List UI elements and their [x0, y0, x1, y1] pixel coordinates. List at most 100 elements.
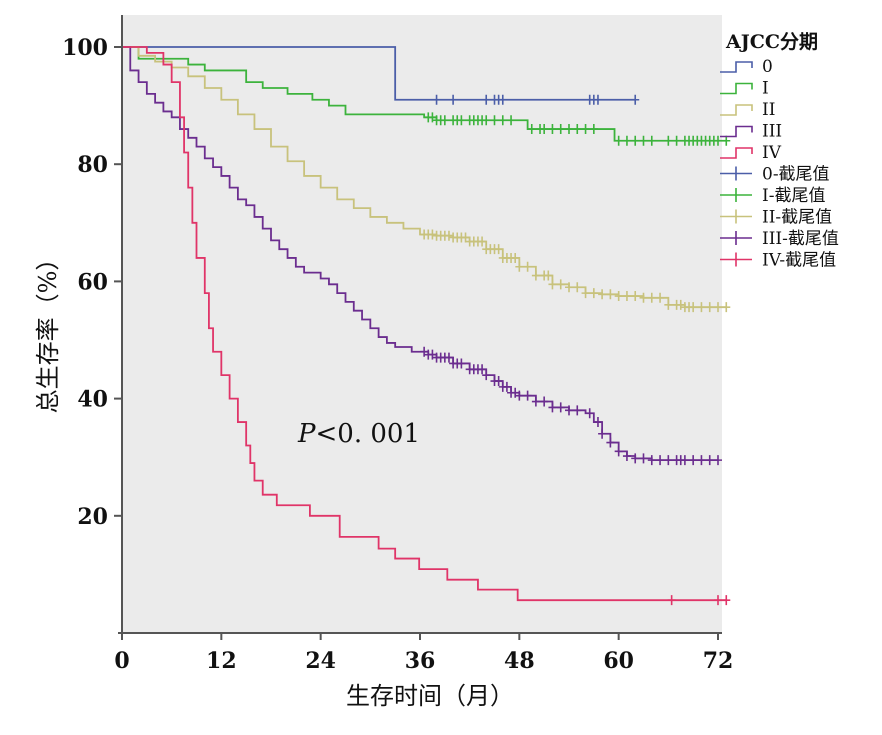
censor-mark-stage-ii — [461, 232, 470, 243]
censor-mark-stage-iii — [622, 451, 631, 462]
censor-mark-stage-ii — [664, 299, 673, 310]
censor-mark-stage-ii — [515, 261, 524, 272]
censor-mark-stage-i — [573, 124, 582, 135]
censor-mark-stage-iii — [598, 428, 607, 439]
legend-item-censor-stage-i: I-截尾值 — [762, 186, 825, 206]
censor-mark-stage-ii — [511, 252, 520, 263]
legend-title: AJCC分期 — [725, 31, 818, 53]
censor-mark-stage-ii — [531, 270, 540, 281]
censor-mark-stage-i — [664, 135, 673, 146]
p-symbol: P — [297, 419, 316, 449]
x-tick-label: 36 — [405, 648, 436, 674]
censor-mark-stage-ii — [722, 302, 731, 313]
legend-item-censor-stage-0: 0-截尾值 — [762, 165, 830, 185]
curve-stage-iv — [122, 46, 727, 602]
y-tick-label: 40 — [77, 387, 108, 413]
censor-mark-stage-iii — [614, 446, 623, 457]
censor-mark-stage-ii — [573, 282, 582, 293]
y-ticks: 20 40 60 80 100 — [62, 35, 122, 530]
censor-mark-stage-iii — [573, 405, 582, 416]
x-axis-label: 生存时间（月） — [346, 682, 514, 710]
legend-item-stage-iii: III — [762, 122, 782, 142]
y-axis-label: 总生存率（%） — [34, 247, 62, 414]
legend-item-stage-0: 0 — [762, 57, 773, 77]
x-ticks: 0 12 24 36 48 60 72 — [114, 633, 733, 674]
legend-censor-icon — [720, 209, 752, 224]
censor-mark-stage-i — [457, 115, 466, 126]
x-tick-label: 12 — [206, 648, 237, 674]
censor-mark-stage-ii — [565, 282, 573, 293]
censor-mark-stage-iii — [697, 455, 706, 466]
legend-item-stage-ii: II — [762, 100, 775, 120]
legend-line-icon — [720, 104, 753, 116]
censor-mark-stage-i — [482, 115, 491, 126]
censor-mark-stage-iii — [656, 455, 665, 466]
censor-mark-stage-0 — [631, 94, 640, 105]
censor-mark-stage-ii — [656, 292, 665, 303]
x-tick-label: 60 — [603, 648, 634, 674]
censor-mark-stage-i — [614, 135, 623, 146]
legend-censor-icon — [720, 188, 752, 202]
censor-mark-stage-iii — [523, 390, 532, 401]
censor-mark-stage-iii — [482, 370, 491, 381]
censor-mark-stage-i — [527, 124, 536, 135]
censor-mark-stage-i — [672, 135, 681, 146]
censor-mark-stage-iii — [714, 455, 722, 466]
censor-mark-stage-0 — [593, 94, 602, 105]
censor-mark-stage-i — [622, 135, 631, 146]
censor-mark-stage-iii — [548, 402, 557, 413]
legend-line-icon — [720, 61, 753, 73]
censor-mark-stage-ii — [589, 288, 598, 299]
censor-mark-stage-i — [556, 124, 565, 135]
censor-mark-stage-iii — [457, 358, 466, 369]
x-tick-label: 24 — [305, 648, 336, 674]
censor-mark-stage-i — [714, 135, 722, 146]
censor-mark-stage-iii — [556, 402, 565, 413]
censor-mark-stage-ii — [639, 292, 648, 303]
censor-mark-stage-iv — [722, 595, 731, 606]
censor-mark-stage-i — [498, 115, 507, 126]
censor-mark-stage-iii — [593, 417, 602, 428]
censor-mark-stage-ii — [606, 289, 615, 300]
p-value-annotation: P<0. 001 — [297, 419, 420, 449]
censor-mark-stage-ii — [631, 291, 640, 302]
censor-mark-stage-i — [440, 115, 449, 126]
censor-mark-stage-iii — [428, 349, 437, 360]
y-tick-label: 20 — [77, 504, 108, 530]
censor-mark-stage-ii — [614, 291, 623, 302]
censor-mark-stage-ii — [544, 270, 553, 281]
censor-mark-stage-ii — [444, 230, 453, 241]
legend-item-censor-stage-iv: IV-截尾值 — [762, 251, 836, 271]
censor-mark-stage-iii — [511, 387, 520, 398]
censor-mark-stage-ii — [622, 291, 631, 302]
legend-item-censor-stage-iii: III-截尾值 — [762, 229, 839, 249]
censor-mark-stage-i — [548, 124, 557, 135]
censor-mark-stage-i — [722, 135, 731, 146]
censor-mark-stage-iii — [478, 364, 487, 375]
censor-mark-stage-ii — [428, 229, 437, 240]
censor-mark-stage-iv — [714, 595, 722, 606]
x-tick-label: 72 — [703, 648, 734, 674]
x-tick-label: 0 — [114, 648, 129, 674]
censor-mark-stage-iii — [502, 381, 511, 392]
p-value: <0. 001 — [316, 419, 420, 449]
censor-mark-stage-iv — [667, 595, 676, 606]
y-tick-label: 80 — [77, 152, 108, 178]
censor-mark-stage-0 — [498, 94, 507, 105]
censor-mark-stage-iii — [565, 405, 573, 416]
censor-mark-stage-0 — [432, 94, 441, 105]
censor-mark-stage-ii — [697, 302, 706, 313]
censor-mark-stage-ii — [689, 302, 698, 313]
legend-item-stage-i: I — [762, 79, 769, 99]
censor-mark-stage-ii — [581, 288, 590, 299]
censor-mark-stage-iii — [540, 396, 549, 407]
censor-mark-stage-iii — [420, 346, 429, 357]
censor-mark-stage-iii — [444, 352, 453, 363]
censor-mark-stage-iii — [664, 455, 673, 466]
y-tick-label: 100 — [62, 35, 108, 61]
censor-mark-stage-iii — [494, 376, 503, 387]
censor-mark-stage-ii — [494, 244, 503, 255]
censor-mark-stage-iii — [585, 408, 594, 419]
censor-mark-stage-iii — [705, 455, 714, 466]
